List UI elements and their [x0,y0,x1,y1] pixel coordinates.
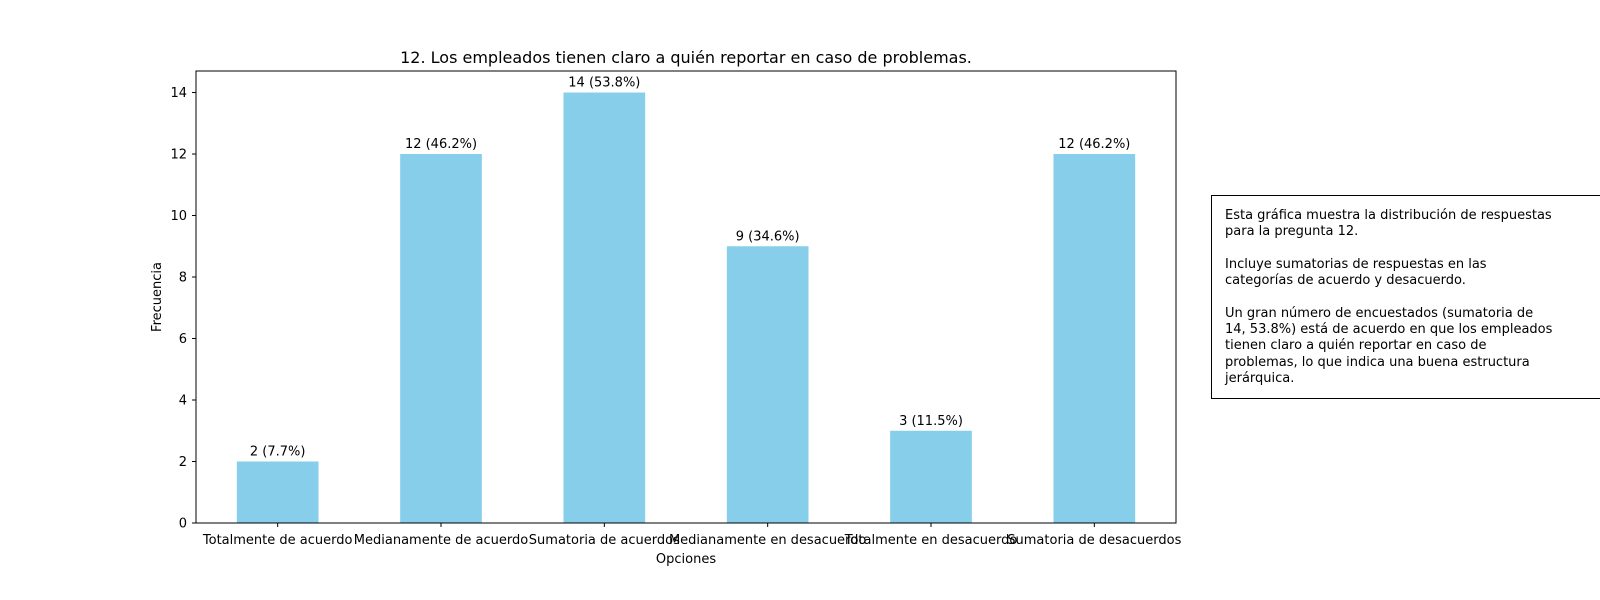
bar [400,154,482,524]
bar-data-label: 3 (11.5%) [899,414,963,429]
y-tick-label: 4 [179,394,187,409]
bar-data-label: 12 (46.2%) [405,137,477,152]
y-tick-label: 14 [170,86,187,101]
x-tick-label: Sumatoria de acuerdos [529,533,680,548]
y-tick-label: 6 [179,332,187,347]
annotation-box: Esta gráfica muestra la distribución de … [1211,195,1600,399]
bar-data-label: 14 (53.8%) [568,76,640,91]
data-labels-group: 2 (7.7%) 12 (46.2%) 14 (53.8%) 9 (34.6%) 3 (… [250,76,1131,460]
x-tick-label: Sumatoria de desacuerdos [1007,533,1181,548]
bar [726,246,809,523]
bar [563,92,646,524]
chart-title: 12. Los empleados tienen claro a quién r… [400,48,972,67]
x-tick-label: Totalmente en desacuerdo [844,533,1018,548]
bar-data-label: 12 (46.2%) [1058,137,1130,152]
y-tick-label: 8 [179,271,187,286]
x-axis-label: Opciones [656,552,716,567]
y-axis: 0 2 4 6 8 10 12 14 [170,86,196,532]
bar-data-label: 2 (7.7%) [250,445,306,460]
plot-frame [195,70,1177,524]
bar [236,461,319,523]
x-axis: Totalmente de acuerdo Medianamente de acu… [202,523,1182,548]
bars-group [236,92,1136,524]
bar [890,430,972,523]
x-tick-label: Totalmente de acuerdo [202,533,353,548]
bar [1053,154,1136,524]
y-tick-label: 2 [179,455,187,470]
x-tick-label: Medianamente de acuerdo [354,533,528,548]
y-tick-label: 12 [170,148,187,163]
y-tick-label: 0 [179,517,187,532]
y-tick-label: 10 [170,209,187,224]
y-axis-label: Frecuencia [150,262,165,332]
bar-data-label: 9 (34.6%) [736,229,800,244]
x-tick-label: Medianamente en desacuerdo [669,533,866,548]
